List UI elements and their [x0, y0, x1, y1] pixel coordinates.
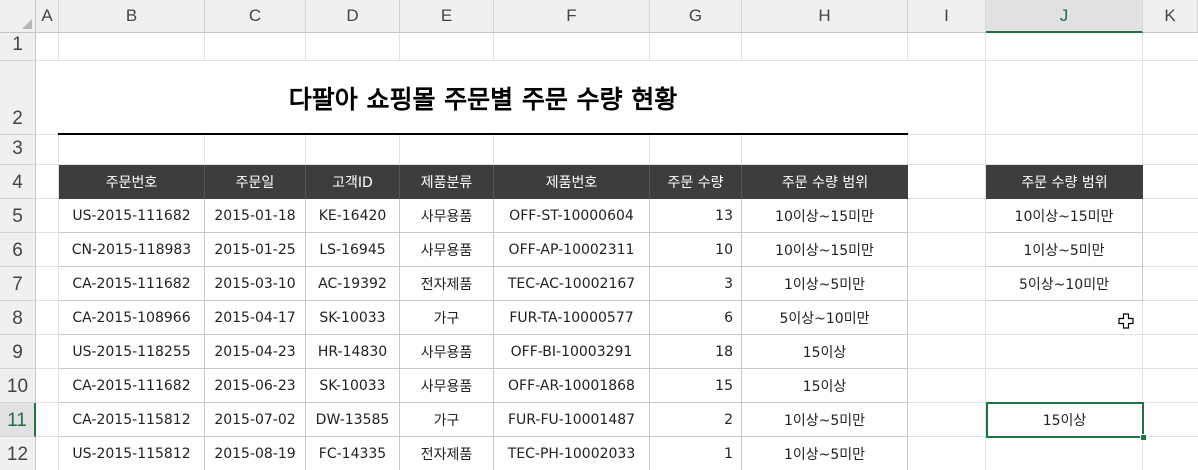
- title-underline: [58, 133, 908, 135]
- cell-order-no[interactable]: US-2015-111682: [59, 199, 205, 233]
- header-order-no[interactable]: 주문번호: [59, 165, 205, 199]
- cell-quantity-range[interactable]: 5이상~10미만: [742, 301, 908, 335]
- cell-quantity-range[interactable]: 1이상~5미만: [742, 267, 908, 301]
- cell-quantity[interactable]: 6: [650, 301, 742, 335]
- cell-customer-id[interactable]: SK-10033: [306, 369, 400, 403]
- header-order-date[interactable]: 주문일: [205, 165, 306, 199]
- cell-product-no[interactable]: TEC-AC-10002167: [494, 267, 650, 301]
- column-header-g[interactable]: G: [650, 0, 742, 33]
- cell-order-date[interactable]: 2015-06-23: [205, 369, 306, 403]
- cell-order-date[interactable]: 2015-03-10: [205, 267, 306, 301]
- select-all-triangle-icon: [22, 19, 32, 29]
- cell-quantity[interactable]: 3: [650, 267, 742, 301]
- cell-order-no[interactable]: CA-2015-111682: [59, 267, 205, 301]
- cell-category[interactable]: 전자제품: [400, 267, 494, 301]
- cell-category[interactable]: 사무용품: [400, 335, 494, 369]
- cell-category[interactable]: 사무용품: [400, 199, 494, 233]
- range-item[interactable]: 1이상~5미만: [986, 233, 1143, 267]
- column-header-h[interactable]: H: [742, 0, 908, 33]
- cell-product-no[interactable]: OFF-AP-10002311: [494, 233, 650, 267]
- row-header-9[interactable]: 9: [0, 335, 36, 369]
- range-item[interactable]: 10이상~15미만: [986, 199, 1143, 233]
- header-category[interactable]: 제품분류: [400, 165, 494, 199]
- column-header-i[interactable]: I: [908, 0, 986, 33]
- cell-quantity[interactable]: 15: [650, 369, 742, 403]
- cell-order-date[interactable]: 2015-01-25: [205, 233, 306, 267]
- cell-category[interactable]: 가구: [400, 403, 494, 437]
- row-header-10[interactable]: 10: [0, 369, 36, 403]
- cell-product-no[interactable]: FUR-TA-10000577: [494, 301, 650, 335]
- cell-quantity-range[interactable]: 10이상~15미만: [742, 233, 908, 267]
- row-header-4[interactable]: 4: [0, 165, 36, 199]
- cell-order-date[interactable]: 2015-08-19: [205, 437, 306, 470]
- cell-order-no[interactable]: CA-2015-108966: [59, 301, 205, 335]
- cell-order-no[interactable]: CA-2015-115812: [59, 403, 205, 437]
- row-header-11[interactable]: 11: [0, 403, 36, 437]
- row-header-5[interactable]: 5: [0, 199, 36, 233]
- cell-quantity[interactable]: 10: [650, 233, 742, 267]
- cell-quantity-range[interactable]: 10이상~15미만: [742, 199, 908, 233]
- header-quantity-range[interactable]: 주문 수량 범위: [742, 165, 908, 199]
- header-customer-id[interactable]: 고객ID: [306, 165, 400, 199]
- cell-order-no[interactable]: CA-2015-111682: [59, 369, 205, 403]
- cell-order-date[interactable]: 2015-04-23: [205, 335, 306, 369]
- cell-customer-id[interactable]: KE-16420: [306, 199, 400, 233]
- cell-product-no[interactable]: OFF-ST-10000604: [494, 199, 650, 233]
- row-header-1[interactable]: 1: [0, 33, 36, 61]
- cell-quantity[interactable]: 2: [650, 403, 742, 437]
- cell-order-date[interactable]: 2015-07-02: [205, 403, 306, 437]
- cell-order-no[interactable]: US-2015-115812: [59, 437, 205, 470]
- cell-customer-id[interactable]: DW-13585: [306, 403, 400, 437]
- cell-quantity[interactable]: 13: [650, 199, 742, 233]
- cell-order-no[interactable]: US-2015-118255: [59, 335, 205, 369]
- cell-customer-id[interactable]: AC-19392: [306, 267, 400, 301]
- cell-quantity-range[interactable]: 15이상: [742, 335, 908, 369]
- cell-customer-id[interactable]: SK-10033: [306, 301, 400, 335]
- column-header-b[interactable]: B: [59, 0, 205, 33]
- cell-order-no[interactable]: CN-2015-118983: [59, 233, 205, 267]
- range-item[interactable]: 5이상~10미만: [986, 267, 1143, 301]
- select-all-corner[interactable]: [0, 0, 36, 33]
- row-header-8[interactable]: 8: [0, 301, 36, 335]
- cell-category[interactable]: 전자제품: [400, 437, 494, 470]
- cell-category[interactable]: 사무용품: [400, 233, 494, 267]
- cell-customer-id[interactable]: FC-14335: [306, 437, 400, 470]
- column-header-j[interactable]: J: [986, 0, 1143, 33]
- row-header-6[interactable]: 6: [0, 233, 36, 267]
- selected-cell-value[interactable]: 15이상: [986, 403, 1143, 437]
- header-quantity[interactable]: 주문 수량: [650, 165, 742, 199]
- cell-product-no[interactable]: OFF-BI-10003291: [494, 335, 650, 369]
- column-header-c[interactable]: C: [205, 0, 306, 33]
- cell-quantity[interactable]: 1: [650, 437, 742, 470]
- cell-quantity-range[interactable]: 15이상: [742, 369, 908, 403]
- cell-product-no[interactable]: FUR-FU-10001487: [494, 403, 650, 437]
- sheet-title[interactable]: 다팔아 쇼핑몰 주문별 주문 수량 현황: [58, 61, 908, 134]
- row-header-7[interactable]: 7: [0, 267, 36, 301]
- cell-quantity-range[interactable]: 1이상~5미만: [742, 403, 908, 437]
- cell-category[interactable]: 사무용품: [400, 369, 494, 403]
- cell-order-date[interactable]: 2015-04-17: [205, 301, 306, 335]
- range-header[interactable]: 주문 수량 범위: [986, 165, 1143, 199]
- row-header-12[interactable]: 12: [0, 437, 36, 470]
- row-header-2[interactable]: 2: [0, 61, 36, 135]
- header-product-no[interactable]: 제품번호: [494, 165, 650, 199]
- column-header-e[interactable]: E: [400, 0, 494, 33]
- column-header-k[interactable]: K: [1143, 0, 1198, 33]
- cell-cursor-icon: [1118, 313, 1134, 329]
- column-header-f[interactable]: F: [494, 0, 650, 33]
- column-header-d[interactable]: D: [306, 0, 400, 33]
- cell-category[interactable]: 가구: [400, 301, 494, 335]
- cell-product-no[interactable]: OFF-AR-10001868: [494, 369, 650, 403]
- cell-order-date[interactable]: 2015-01-18: [205, 199, 306, 233]
- cell-quantity[interactable]: 18: [650, 335, 742, 369]
- row-header-3[interactable]: 3: [0, 135, 36, 165]
- column-header-a[interactable]: A: [36, 0, 59, 33]
- cell-customer-id[interactable]: LS-16945: [306, 233, 400, 267]
- cell-quantity-range[interactable]: 1이상~5미만: [742, 437, 908, 470]
- cell-product-no[interactable]: TEC-PH-10002033: [494, 437, 650, 470]
- cell-customer-id[interactable]: HR-14830: [306, 335, 400, 369]
